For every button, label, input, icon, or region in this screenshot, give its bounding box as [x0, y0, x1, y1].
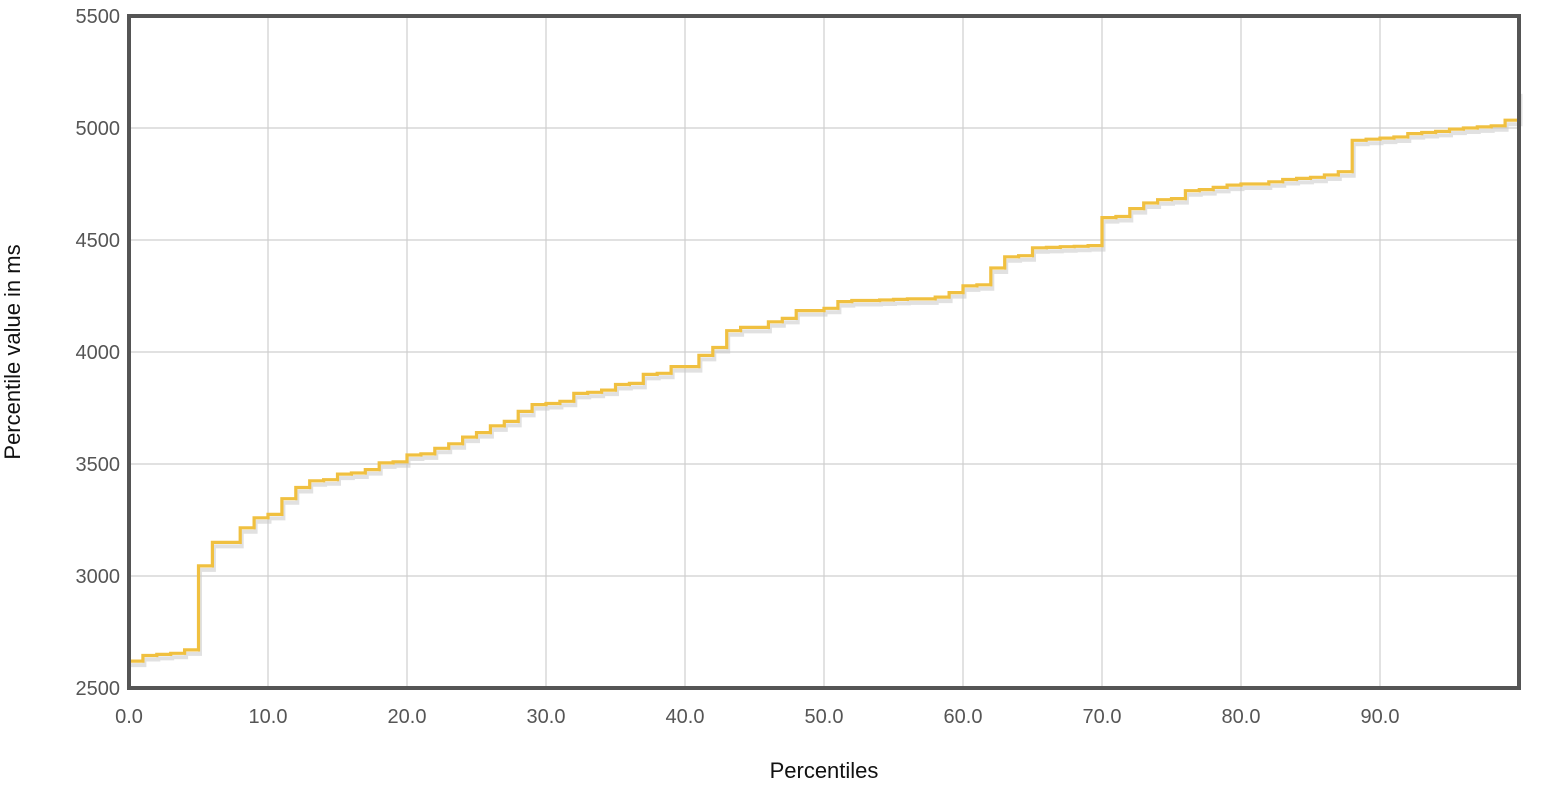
x-tick-label: 80.0	[1222, 706, 1261, 728]
x-tick-label: 30.0	[527, 706, 566, 728]
y-axis-title: Percentile value in ms	[0, 244, 25, 459]
y-tick-label: 4000	[76, 342, 121, 364]
x-axis-title: Percentiles	[770, 758, 879, 783]
y-tick-label: 3500	[76, 454, 121, 476]
grid-layer	[129, 16, 1519, 688]
x-tick-label: 10.0	[249, 706, 288, 728]
series-line	[129, 89, 1521, 663]
series-line-shadow	[130, 93, 1523, 668]
y-tick-label: 4500	[76, 230, 121, 252]
x-tick-label: 90.0	[1361, 706, 1400, 728]
y-tick-label: 3000	[76, 566, 121, 588]
plot-frame	[127, 14, 1521, 690]
x-tick-label: 70.0	[1083, 706, 1122, 728]
series-layer	[128, 89, 1523, 668]
y-tick-label: 5000	[76, 118, 121, 140]
x-tick-label: 40.0	[666, 706, 705, 728]
y-tick-label: 2500	[76, 678, 121, 700]
ticks-layer: 0.0 10.0 20.0 30.0 40.0 50.0 60.0 70.0 80.0 90.0 2…	[76, 6, 1400, 728]
x-tick-label: 50.0	[805, 706, 844, 728]
x-tick-label: 0.0	[115, 706, 143, 728]
x-tick-label: 20.0	[388, 706, 427, 728]
y-tick-label: 5500	[76, 6, 121, 28]
x-tick-label: 60.0	[944, 706, 983, 728]
